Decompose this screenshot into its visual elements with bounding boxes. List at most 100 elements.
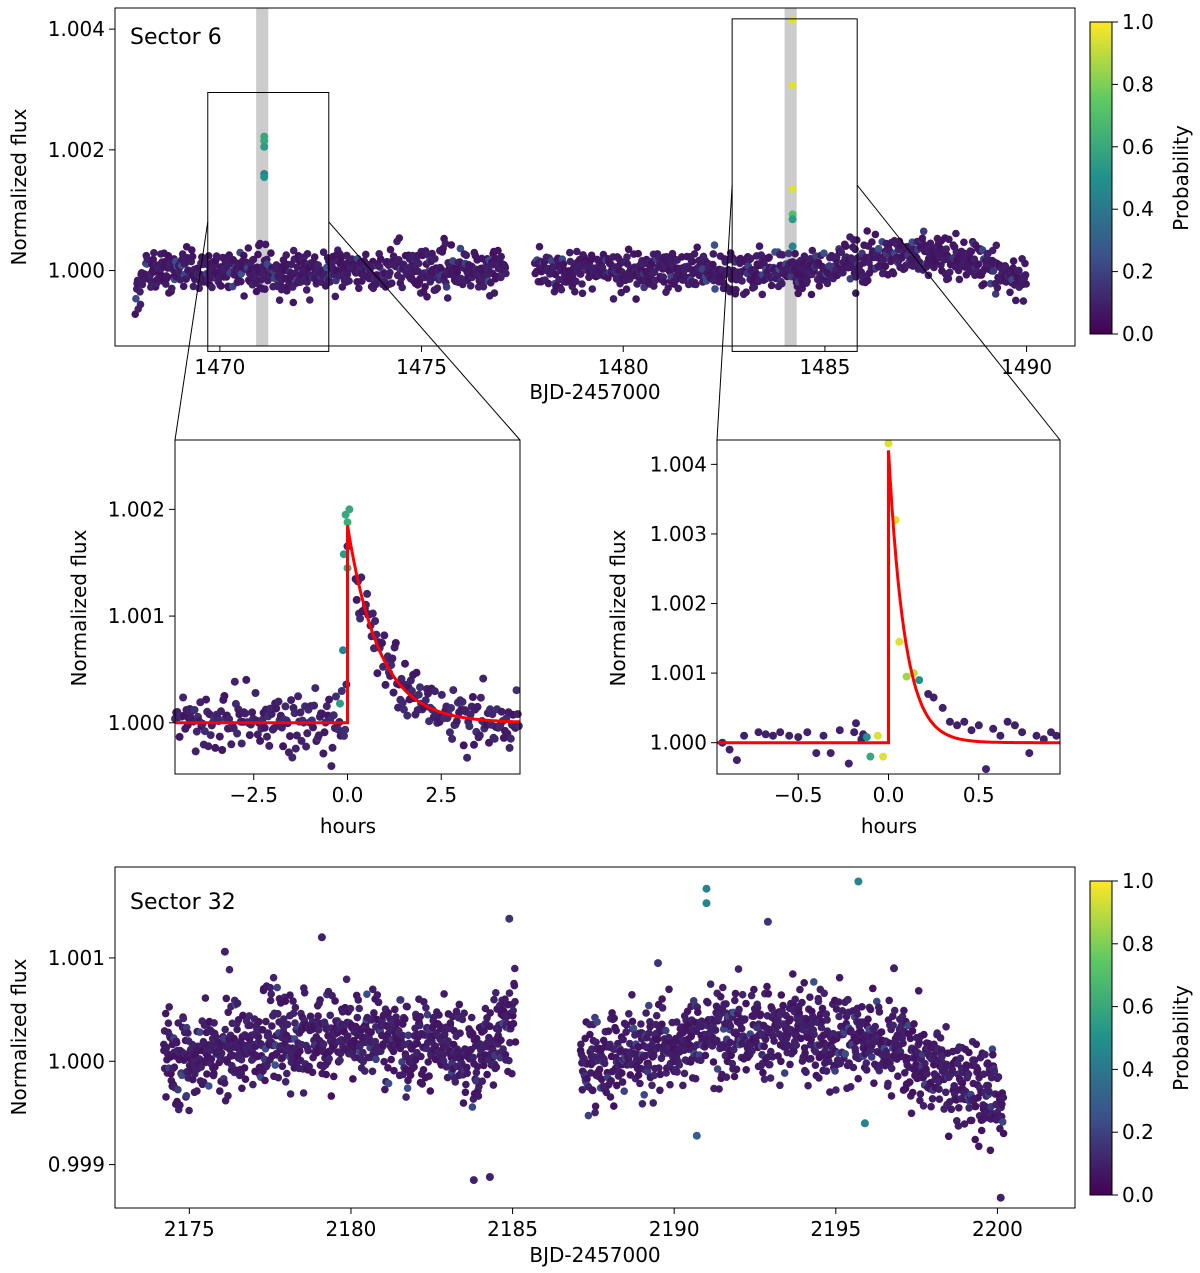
data-point — [277, 723, 286, 732]
data-point — [578, 289, 587, 298]
data-point — [411, 1056, 420, 1064]
data-point — [738, 277, 746, 285]
data-point — [962, 1061, 971, 1069]
data-point — [706, 980, 715, 988]
colorbar-tick-label: 0.2 — [1122, 1120, 1154, 1144]
zoom-connectors — [174, 184, 1061, 441]
data-point — [492, 1063, 501, 1071]
data-point — [642, 1009, 650, 1017]
data-point — [810, 978, 818, 986]
data-point — [509, 1019, 518, 1028]
data-point — [246, 1021, 254, 1030]
data-point — [945, 717, 954, 726]
data-point — [369, 985, 377, 994]
y-tick-label: 0.999 — [48, 1153, 105, 1177]
data-point — [916, 1090, 925, 1098]
data-point — [964, 1070, 973, 1079]
data-point — [731, 989, 740, 998]
data-point — [895, 637, 904, 646]
data-point — [225, 965, 234, 974]
data-point — [220, 947, 229, 956]
data-point — [483, 1070, 491, 1079]
data-point — [863, 227, 871, 235]
data-point — [388, 279, 396, 288]
data-point — [803, 728, 812, 737]
data-point — [609, 295, 618, 303]
zoom2-panel: −0.5 0.0 0.5 1.000 1.001 1.002 1.003 1.004 hou… — [606, 439, 1061, 838]
data-point — [331, 292, 340, 301]
data-point — [341, 725, 350, 734]
data-point — [514, 722, 523, 730]
data-point — [792, 1041, 801, 1049]
data-point — [655, 1064, 663, 1072]
data-point — [505, 914, 514, 923]
data-point — [956, 1054, 965, 1063]
data-point — [509, 1006, 517, 1015]
data-point — [374, 998, 383, 1007]
data-point — [356, 1042, 364, 1050]
data-point — [860, 1119, 869, 1128]
data-point — [192, 727, 201, 736]
data-point — [814, 997, 823, 1006]
data-point — [200, 727, 209, 736]
data-point — [606, 1093, 615, 1101]
data-point — [233, 1025, 241, 1034]
y-tick-label: 1.002 — [108, 497, 165, 521]
data-point — [370, 644, 378, 653]
data-point — [578, 1086, 587, 1094]
data-point — [403, 711, 412, 720]
data-point — [448, 734, 457, 743]
data-point — [380, 1057, 388, 1066]
data-point — [403, 1002, 412, 1011]
data-point — [935, 1085, 943, 1093]
data-point — [692, 1131, 701, 1140]
data-point — [960, 238, 968, 247]
data-point — [711, 1026, 720, 1034]
data-point — [948, 1065, 957, 1074]
data-point — [584, 1111, 593, 1120]
data-point — [398, 283, 407, 292]
data-point — [890, 1006, 899, 1015]
data-point — [237, 1070, 246, 1078]
data-point — [887, 1064, 896, 1073]
data-point — [237, 1055, 246, 1064]
data-point — [835, 973, 844, 982]
data-point — [249, 1080, 257, 1089]
data-point — [468, 1103, 477, 1111]
data-point — [909, 262, 917, 270]
data-point — [136, 288, 144, 296]
data-point — [844, 995, 852, 1004]
data-point — [850, 728, 859, 737]
data-point — [489, 1081, 498, 1089]
data-point — [473, 702, 482, 711]
data-point — [220, 692, 229, 700]
data-point — [835, 1012, 843, 1021]
data-point — [132, 294, 140, 303]
data-point — [415, 259, 423, 268]
data-point — [600, 1059, 609, 1068]
data-point — [742, 999, 750, 1008]
data-point — [879, 752, 888, 761]
data-point — [971, 1102, 980, 1111]
x-tick-label: 1485 — [799, 355, 850, 379]
data-point — [1021, 259, 1029, 268]
data-point — [336, 1056, 344, 1065]
data-point — [974, 721, 983, 730]
data-point — [225, 715, 234, 724]
data-point — [511, 1038, 520, 1046]
x-tick-label: −2.5 — [229, 783, 278, 807]
data-point — [897, 1022, 905, 1030]
data-point — [218, 746, 227, 754]
colorbar-tick-label: 0.6 — [1122, 995, 1154, 1019]
data-point — [505, 1056, 513, 1065]
data-point — [384, 1079, 393, 1088]
data-point — [970, 255, 979, 263]
data-point — [462, 251, 471, 260]
data-point — [497, 1036, 505, 1044]
data-point — [693, 243, 701, 252]
data-point — [889, 269, 898, 278]
data-point — [174, 1085, 182, 1094]
data-point — [769, 1031, 777, 1040]
data-point — [344, 1032, 352, 1040]
data-point — [973, 1065, 982, 1074]
